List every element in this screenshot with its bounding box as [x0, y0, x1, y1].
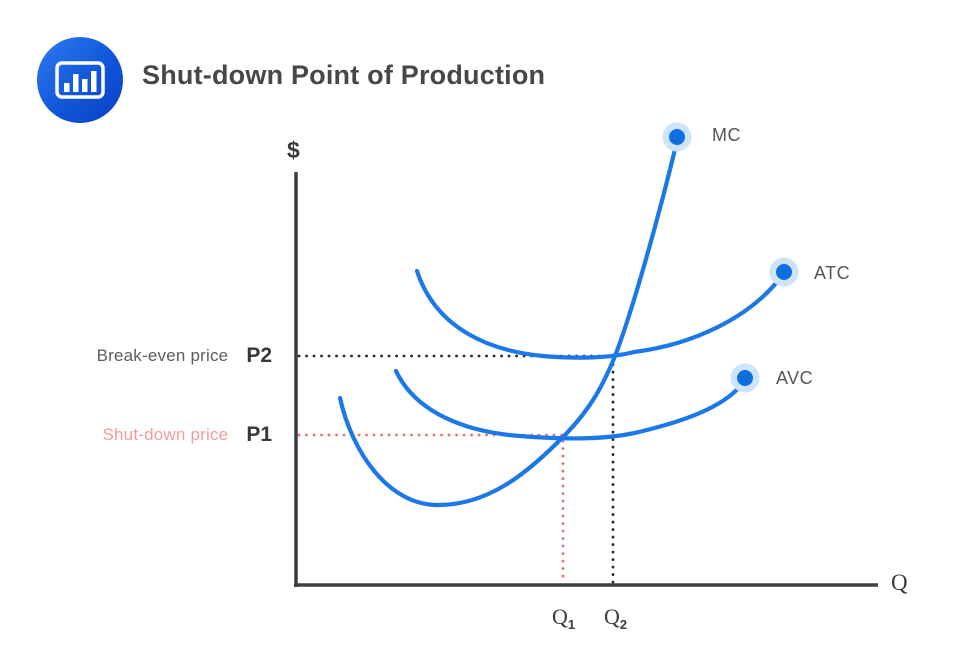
shut-down-price-row: Shut-down price P1	[58, 422, 272, 448]
page-title: Shut-down Point of Production	[142, 60, 546, 90]
atc-curve	[414, 268, 787, 360]
p2-price-label: P2	[246, 344, 272, 367]
avc-curve	[393, 368, 748, 441]
avc-endpoint-dot	[737, 370, 753, 386]
mc-curve-label: MC	[712, 125, 741, 145]
atc-endpoint-dot	[776, 264, 792, 280]
avc-curve-label: AVC	[776, 368, 814, 388]
mc-endpoint-dot	[669, 129, 685, 145]
y-axis-label: $	[287, 137, 300, 163]
p1-price-label: P1	[246, 423, 272, 446]
x-axis-label: Q	[891, 570, 908, 595]
q1-quantity-label: Q1	[552, 604, 576, 632]
shut-down-price-text: Shut-down price	[102, 425, 229, 444]
atc-curve-label: ATC	[814, 263, 851, 283]
break-even-price-text: Break-even price	[96, 346, 229, 365]
shut-down-dotted-line	[297, 433, 565, 585]
break-even-dotted-line	[297, 354, 615, 585]
app-logo-badge	[37, 37, 123, 123]
break-even-price-row: Break-even price P2	[58, 343, 272, 369]
mc-curve	[337, 138, 680, 508]
figure-header: Shut-down Point of Production	[0, 0, 974, 130]
bar-chart-icon	[55, 61, 105, 99]
q2-quantity-label: Q2	[604, 604, 628, 632]
